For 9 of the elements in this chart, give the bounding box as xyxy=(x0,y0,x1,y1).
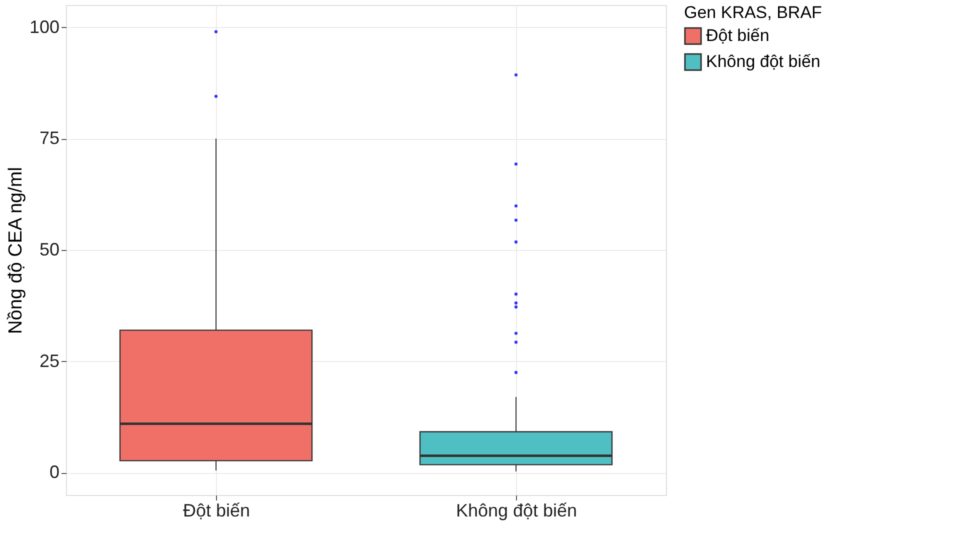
legend-title: Gen KRAS, BRAF xyxy=(684,3,822,22)
y-tick-label: 25 xyxy=(39,350,60,371)
y-tick-label: 0 xyxy=(49,462,60,482)
legend-label: Đột biến xyxy=(706,26,770,45)
y-axis-title: Nồng độ CEA ng/ml xyxy=(5,167,26,334)
y-tick-label: 50 xyxy=(39,240,60,260)
y-tick-label: 75 xyxy=(39,128,60,148)
legend-label: Không đột biến xyxy=(706,52,820,71)
y-tick-label: 100 xyxy=(29,16,60,37)
